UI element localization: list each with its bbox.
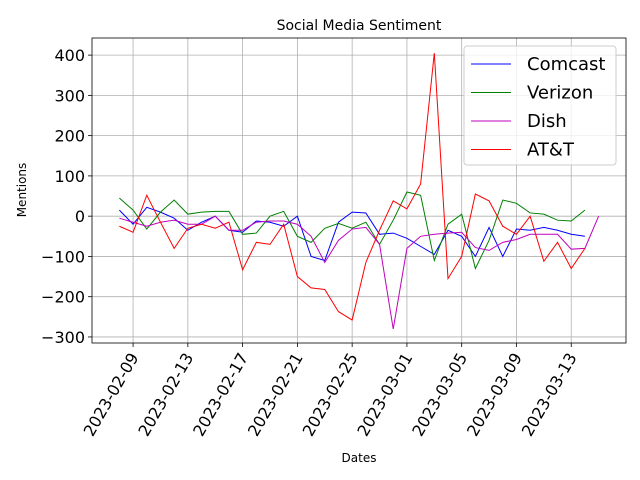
y-tick-label: 100: [54, 167, 85, 186]
x-tick-label: 2023-03-05: [408, 350, 471, 440]
x-tick-label: 2023-02-17: [189, 350, 252, 440]
y-tick-label: −300: [41, 328, 85, 347]
x-axis-label: Dates: [342, 451, 377, 465]
series-line: [119, 215, 600, 329]
legend-label: Dish: [527, 111, 567, 132]
legend-label: Comcast: [527, 54, 605, 75]
legend-box: [463, 45, 617, 166]
legend-label: Verizon: [527, 83, 593, 104]
x-tick-label: 2023-02-09: [80, 350, 143, 440]
y-tick-label: 300: [54, 86, 85, 105]
legend: Comcast Verizon Dish AT&T: [463, 45, 617, 166]
x-tick-label: 2023-02-25: [299, 350, 362, 440]
series-line: [119, 206, 585, 262]
x-tick-label: 2023-02-21: [244, 350, 307, 440]
series-line: [119, 53, 586, 321]
y-tick-label: −100: [41, 247, 85, 266]
x-tick-label: 2023-03-13: [518, 350, 581, 440]
y-tick-label: −200: [41, 288, 85, 307]
x-tick-label: 2023-03-01: [353, 350, 416, 440]
chart-title: Social Media Sentiment: [277, 18, 442, 34]
series-line: [119, 191, 586, 270]
x-tick-label: 2023-02-13: [134, 350, 197, 440]
plot-frame: [91, 37, 627, 344]
y-tick-label: 400: [54, 46, 85, 65]
x-tick-label: 2023-03-09: [463, 350, 526, 440]
y-tick-label: 0: [75, 207, 85, 226]
legend-label: AT&T: [527, 140, 575, 161]
y-axis-label: Mentions: [15, 163, 29, 218]
y-tick-label: 200: [54, 127, 85, 146]
